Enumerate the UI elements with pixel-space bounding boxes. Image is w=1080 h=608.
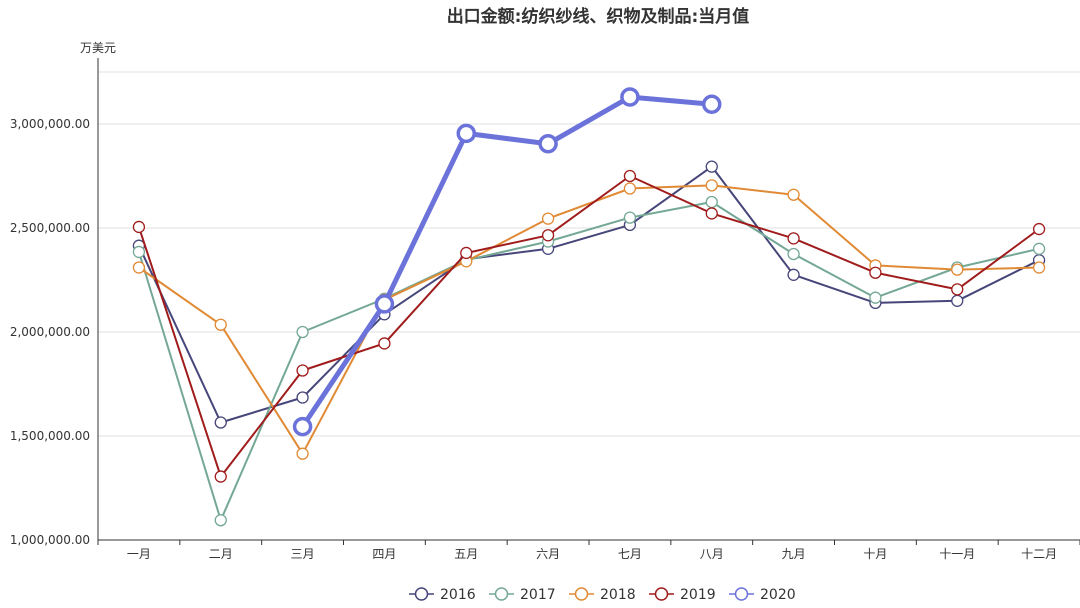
data-point-2017[interactable]: [787, 247, 800, 261]
legend-label-2017: 2017: [520, 587, 556, 603]
legend-marker-2020: [734, 587, 749, 601]
data-point-2019[interactable]: [869, 266, 882, 279]
grid-lines: [98, 71, 1080, 541]
data-point-2019[interactable]: [705, 207, 718, 220]
chart-title: 出口金额:纺织纱线、织物及制品:当月值: [447, 6, 750, 27]
data-point-2016[interactable]: [296, 391, 309, 404]
series-2020: [292, 87, 722, 437]
data-point-2019[interactable]: [460, 246, 473, 260]
data-point-2019[interactable]: [623, 169, 637, 183]
data-point-2018[interactable]: [132, 261, 146, 274]
data-point-2017[interactable]: [132, 245, 146, 259]
data-point-2018[interactable]: [705, 179, 718, 192]
x-tick-label: 十月: [863, 547, 887, 561]
data-point-2019[interactable]: [378, 337, 391, 350]
data-point-2019[interactable]: [296, 364, 309, 377]
data-point-2016[interactable]: [705, 160, 718, 173]
data-point-2018[interactable]: [541, 212, 555, 225]
series-2016: [132, 160, 1046, 429]
legend-marker-2018: [574, 587, 589, 601]
data-point-2020[interactable]: [456, 123, 476, 144]
legend-marker-2019: [654, 587, 669, 601]
series-line-2017: [137, 201, 1040, 522]
x-axis-ticks: 一月 二月 三月 四月 五月 六月 七月 八月 九月 十月 十一月 十二月: [127, 547, 1057, 561]
data-point-2016[interactable]: [787, 268, 800, 281]
data-point-2017[interactable]: [214, 514, 227, 527]
legend-item-2016[interactable]: 2016: [409, 587, 476, 603]
data-point-2017[interactable]: [1032, 242, 1046, 255]
data-point-2019[interactable]: [1032, 222, 1046, 236]
x-tick-label: 十二月: [1021, 547, 1057, 561]
data-point-2019[interactable]: [214, 470, 227, 483]
legend[interactable]: 2016 2017 2018 2019 2020: [409, 587, 796, 603]
data-point-2020[interactable]: [292, 416, 313, 437]
series-line-2020: [300, 94, 713, 428]
legend-item-2018[interactable]: 2018: [569, 587, 636, 603]
data-point-2016[interactable]: [214, 416, 227, 429]
data-point-2017[interactable]: [869, 291, 882, 304]
data-point-2017[interactable]: [296, 325, 309, 339]
y-axis-ticks: 1,000,000.00 1,500,000.00 2,000,000.00 2,50…: [10, 117, 90, 547]
data-point-2019[interactable]: [132, 220, 146, 234]
x-tick-label: 四月: [372, 547, 396, 561]
legend-item-2020[interactable]: 2020: [729, 587, 796, 603]
y-tick-label: 2,000,000.00: [10, 325, 90, 339]
x-tick-label: 六月: [536, 547, 560, 561]
data-point-2018[interactable]: [951, 263, 964, 276]
axes: [97, 58, 1080, 545]
data-point-2020[interactable]: [538, 134, 558, 154]
legend-label-2020: 2020: [760, 587, 796, 603]
x-tick-label: 一月: [127, 547, 151, 561]
data-point-2017[interactable]: [705, 195, 718, 209]
y-tick-label: 1,500,000.00: [10, 429, 90, 443]
x-tick-label: 八月: [700, 547, 724, 561]
y-axis-unit-label: 万美元: [80, 41, 116, 55]
x-tick-label: 五月: [454, 547, 478, 561]
x-tick-label: 二月: [209, 547, 233, 561]
series-line-2018: [138, 184, 1040, 455]
x-tick-label: 七月: [618, 547, 642, 561]
legend-label-2019: 2019: [680, 587, 716, 603]
data-point-2019[interactable]: [541, 229, 555, 242]
legend-item-2017[interactable]: 2017: [489, 587, 556, 603]
data-point-2019[interactable]: [787, 232, 800, 245]
x-tick-label: 九月: [782, 547, 806, 561]
data-point-2020[interactable]: [620, 87, 640, 107]
y-tick-label: 1,000,000.00: [10, 533, 90, 547]
series-line-2019: [137, 175, 1040, 478]
series-2018: [132, 179, 1046, 460]
data-point-2020[interactable]: [702, 94, 722, 114]
series-line-2016: [137, 165, 1040, 424]
data-point-2018[interactable]: [787, 188, 800, 201]
data-point-2018[interactable]: [296, 447, 309, 460]
data-point-2018[interactable]: [623, 182, 637, 195]
data-point-2018[interactable]: [1032, 261, 1046, 274]
data-point-2016[interactable]: [951, 294, 964, 307]
series-2019: [132, 169, 1046, 483]
data-point-2019[interactable]: [951, 283, 964, 296]
legend-label-2016: 2016: [440, 587, 476, 603]
x-tick-label: 十一月: [939, 547, 975, 561]
series-layer: [132, 87, 1046, 527]
series-2017: [132, 195, 1046, 527]
y-tick-label: 3,000,000.00: [10, 117, 90, 131]
legend-item-2019[interactable]: 2019: [649, 587, 716, 603]
y-tick-label: 2,500,000.00: [10, 221, 90, 235]
data-point-2017[interactable]: [623, 211, 637, 224]
legend-marker-2016: [414, 587, 429, 601]
data-point-2018[interactable]: [214, 318, 227, 331]
legend-label-2018: 2018: [600, 587, 636, 603]
data-point-2020[interactable]: [374, 294, 395, 314]
x-tick-label: 三月: [291, 547, 315, 561]
legend-marker-2017: [494, 587, 509, 601]
